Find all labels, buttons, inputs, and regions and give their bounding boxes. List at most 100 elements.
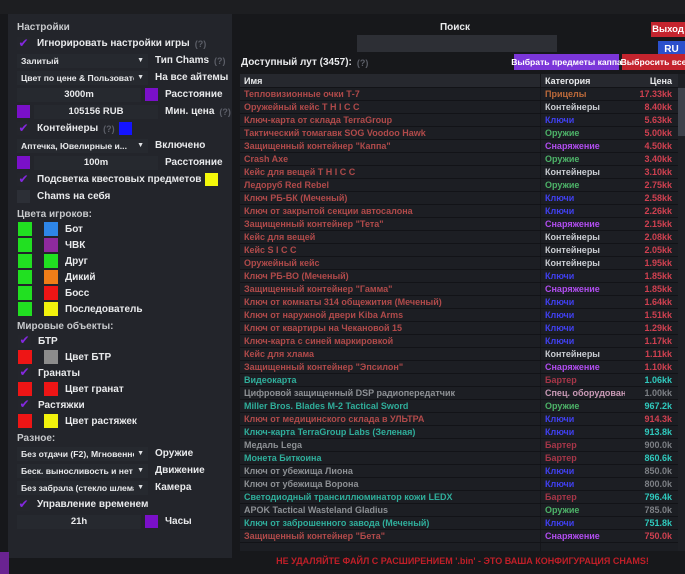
item-category: Контейнеры bbox=[540, 101, 625, 113]
color-mode-label: На все айтемы bbox=[155, 72, 229, 83]
hours-color-swatch[interactable] bbox=[145, 515, 158, 528]
movement-dropdown[interactable]: Беск. выносливость и нет уста ▼ bbox=[17, 463, 148, 478]
table-row[interactable]: APOK Tactical Wasteland Gladius Оружие 785… bbox=[240, 504, 678, 517]
color-swatch[interactable] bbox=[44, 382, 58, 396]
chams-self-checkbox[interactable] bbox=[17, 190, 30, 203]
item-price: 2.15kk bbox=[644, 219, 672, 229]
distance-color-swatch[interactable] bbox=[145, 88, 158, 101]
table-row[interactable]: Ключ от медицинского склада в УЛЬТРА Ключ… bbox=[240, 413, 678, 426]
table-row[interactable]: Светодиодный трансиллюминатор кожи LEDX Б… bbox=[240, 491, 678, 504]
color-swatch[interactable] bbox=[44, 286, 58, 300]
table-row[interactable]: Защищенный контейнер "Каппа" Снаряжение 4.… bbox=[240, 140, 678, 153]
min-price-input[interactable]: 105156 RUB bbox=[34, 104, 158, 119]
exit-button[interactable]: Выход bbox=[651, 22, 685, 37]
table-row[interactable]: Защищенный контейнер "Тета" Снаряжение 2.1… bbox=[240, 218, 678, 231]
table-row[interactable]: Ключ от убежища Ворона Ключи 800.0k bbox=[240, 478, 678, 491]
table-row[interactable]: Crash Axe Оружие 3.40kk bbox=[240, 153, 678, 166]
table-row[interactable]: Видеокарта Бартер 1.06kk bbox=[240, 374, 678, 387]
item-price: 1.11kk bbox=[644, 349, 672, 359]
table-row[interactable]: Ключ-карта с синей маркировкой Ключи 1.17k… bbox=[240, 335, 678, 348]
containers-distance-swatch[interactable] bbox=[17, 156, 30, 169]
color-swatch[interactable] bbox=[18, 286, 32, 300]
color-swatch[interactable] bbox=[44, 350, 58, 364]
table-row[interactable]: Ключ от заброшенного завода (Меченый) Клю… bbox=[240, 517, 678, 530]
camera-dropdown[interactable]: Без забрала (стекло шлема) ▼ bbox=[17, 480, 148, 495]
table-scrollbar[interactable] bbox=[678, 74, 685, 551]
tripwires-checkbox[interactable]: ✔ bbox=[18, 398, 31, 412]
table-row[interactable]: Цифровой защищенный DSP радиопередатчик С… bbox=[240, 387, 678, 400]
weapon-dropdown[interactable]: Без отдачи (F2), Мгновенное п ▼ bbox=[17, 446, 148, 461]
table-row[interactable]: Тактический томагавк SOG Voodoo Hawk Оруж… bbox=[240, 127, 678, 140]
quest-highlight-checkbox[interactable]: ✔ bbox=[17, 173, 30, 186]
help-hint[interactable]: (?) bbox=[356, 57, 369, 68]
grenades-checkbox[interactable]: ✔ bbox=[18, 366, 31, 380]
table-row[interactable]: Медаль Lega Бартер 900.0k bbox=[240, 439, 678, 452]
color-swatch[interactable] bbox=[18, 382, 32, 396]
color-swatch[interactable] bbox=[44, 238, 58, 252]
drop-all-button[interactable]: Выбросить все bbox=[621, 54, 685, 70]
item-price: 914.3k bbox=[644, 414, 672, 424]
table-row[interactable]: Ледоруб Red Rebel Оружие 2.75kk bbox=[240, 179, 678, 192]
help-hint[interactable]: (?) bbox=[103, 123, 115, 134]
containers-checkbox[interactable]: ✔ bbox=[17, 122, 30, 135]
scrollbar-thumb[interactable] bbox=[678, 88, 685, 136]
color-swatch[interactable] bbox=[18, 270, 32, 284]
chevron-down-icon: ▼ bbox=[137, 57, 144, 64]
color-swatch[interactable] bbox=[44, 254, 58, 268]
table-row[interactable]: Кейс для хлама Контейнеры 1.11kk bbox=[240, 348, 678, 361]
table-row[interactable]: Ключ РБ-ВО (Меченый) Ключи 1.85kk bbox=[240, 270, 678, 283]
table-row[interactable]: Ключ от убежища Лиона Ключи 850.0k bbox=[240, 465, 678, 478]
table-row[interactable]: Кейс для вещей T H I C C Контейнеры 3.10kk bbox=[240, 166, 678, 179]
time-control-checkbox[interactable]: ✔ bbox=[17, 498, 30, 511]
select-kappa-items-button[interactable]: Выбрать предметы каппа bbox=[511, 54, 622, 70]
table-row[interactable]: Ключ РБ-БК (Меченый) Ключи 2.58kk bbox=[240, 192, 678, 205]
min-price-color-swatch[interactable] bbox=[17, 105, 30, 118]
help-hint[interactable]: (?) bbox=[219, 106, 231, 117]
table-row[interactable] bbox=[240, 543, 678, 551]
chams-type-dropdown[interactable]: Залитый ▼ bbox=[17, 53, 148, 68]
containers-type-dropdown[interactable]: Аптечка, Ювелирные и... ▼ bbox=[17, 138, 148, 153]
misc-time-control-row: ✔ Управление временем bbox=[8, 496, 232, 513]
color-swatch[interactable] bbox=[18, 238, 32, 252]
setting-chams-self: Chams на себя bbox=[8, 188, 232, 205]
table-row[interactable]: Miller Bros. Blades M-2 Tactical Sword Ор… bbox=[240, 400, 678, 413]
table-row[interactable]: Оружейный кейс Контейнеры 1.95kk bbox=[240, 257, 678, 270]
color-mode-dropdown[interactable]: Цвет по цене & Пользователь ▼ bbox=[17, 70, 148, 85]
table-row[interactable]: Защищенный контейнер "Гамма" Снаряжение 1.… bbox=[240, 283, 678, 296]
table-row[interactable]: Монета Биткоина Бартер 860.6k bbox=[240, 452, 678, 465]
help-hint[interactable]: (?) bbox=[214, 55, 226, 66]
hours-input[interactable]: 21h bbox=[17, 514, 141, 529]
table-row[interactable]: Ключ от квартиры на Чекановой 15 Ключи 1.2… bbox=[240, 322, 678, 335]
search-input[interactable] bbox=[357, 35, 557, 52]
color-swatch[interactable] bbox=[18, 414, 32, 428]
language-button[interactable]: RU bbox=[658, 41, 685, 57]
table-row[interactable]: Кейс для вещей Контейнеры 2.08kk bbox=[240, 231, 678, 244]
containers-distance-input[interactable]: 100m bbox=[34, 155, 158, 170]
color-swatch[interactable] bbox=[18, 302, 32, 316]
table-row[interactable]: Оружейный кейс T H I C C Контейнеры 8.40kk bbox=[240, 101, 678, 114]
color-swatch[interactable] bbox=[44, 302, 58, 316]
color-swatch[interactable] bbox=[18, 254, 32, 268]
table-row[interactable]: Защищенный контейнер "Бета" Снаряжение 750… bbox=[240, 530, 678, 543]
table-row[interactable]: Ключ от комнаты 314 общежития (Меченый) К… bbox=[240, 296, 678, 309]
table-row[interactable]: Ключ-карта TerraGroup Labs (Зеленая) Ключ… bbox=[240, 426, 678, 439]
table-row[interactable]: Ключ-карта от склада TerraGroup Ключи 5.63… bbox=[240, 114, 678, 127]
color-swatch[interactable] bbox=[44, 222, 58, 236]
color-swatch[interactable] bbox=[18, 222, 32, 236]
color-swatch[interactable] bbox=[44, 414, 58, 428]
table-row[interactable]: Тепловизионные очки Т-7 Прицелы 17.33kk bbox=[240, 88, 678, 101]
chevron-down-icon: ▼ bbox=[137, 142, 144, 149]
distance-input[interactable]: 3000m bbox=[17, 87, 141, 102]
help-hint[interactable]: (?) bbox=[194, 38, 207, 49]
table-row[interactable]: Защищенный контейнер "Эпсилон" Снаряжение… bbox=[240, 361, 678, 374]
table-row[interactable]: Ключ от закрытой секции автосалона Ключи 2… bbox=[240, 205, 678, 218]
ignore-game-checkbox[interactable]: ✔ bbox=[17, 37, 30, 50]
color-swatch[interactable] bbox=[18, 350, 32, 364]
containers-color-swatch[interactable] bbox=[118, 122, 132, 135]
table-row[interactable]: Кейс S I C C Контейнеры 2.05kk bbox=[240, 244, 678, 257]
quest-highlight-swatch[interactable] bbox=[205, 173, 219, 186]
table-row[interactable]: Ключ от наружной двери Kiba Arms Ключи 1.5… bbox=[240, 309, 678, 322]
color-swatch[interactable] bbox=[44, 270, 58, 284]
btr-checkbox[interactable]: ✔ bbox=[18, 334, 31, 348]
chevron-down-icon: ▼ bbox=[137, 484, 144, 491]
